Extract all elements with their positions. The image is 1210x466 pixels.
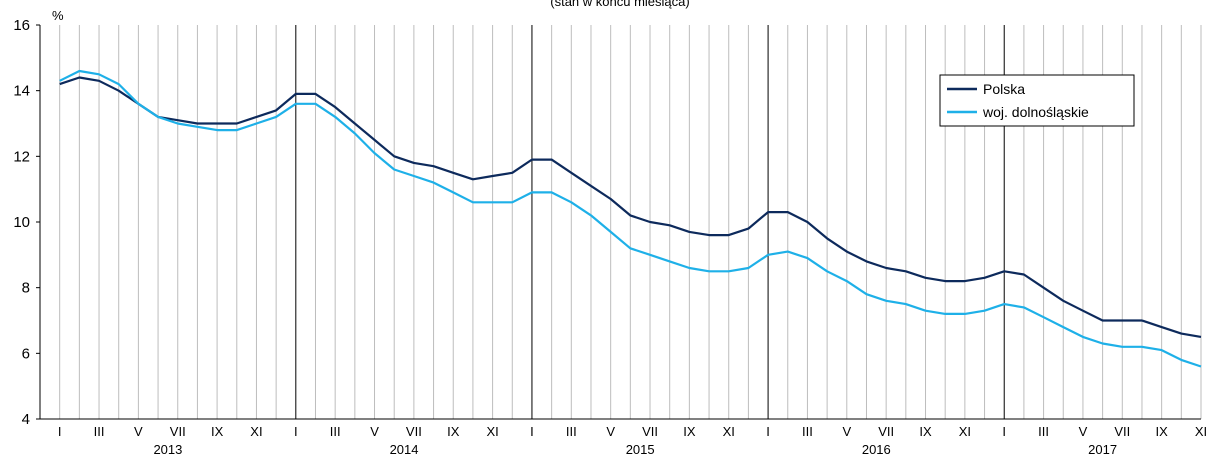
x-tick-label: XI [486,424,498,439]
x-tick-label: I [1002,424,1006,439]
x-tick-label: XI [959,424,971,439]
x-tick-label: I [766,424,770,439]
x-tick-label: IX [919,424,932,439]
y-tick-label: 8 [22,280,30,297]
x-tick-label: VII [878,424,894,439]
legend-label-polska: Polska [983,81,1025,97]
x-tick-label: IX [447,424,460,439]
x-tick-label: V [1079,424,1088,439]
x-tick-label: V [842,424,851,439]
x-tick-label: IX [683,424,696,439]
x-tick-label: VII [170,424,186,439]
x-year-label: 2016 [862,442,891,457]
x-tick-label: V [606,424,615,439]
x-year-label: 2015 [626,442,655,457]
x-tick-label: V [370,424,379,439]
x-year-label: 2014 [390,442,419,457]
x-tick-label: IX [211,424,224,439]
x-tick-label: III [802,424,813,439]
y-tick-label: 16 [13,17,30,34]
y-tick-label: 4 [22,411,30,428]
x-tick-label: V [134,424,143,439]
x-tick-label: III [330,424,341,439]
y-tick-label: 14 [13,83,30,100]
x-tick-label: IX [1155,424,1168,439]
legend: Polska woj. dolnośląskie [939,74,1135,127]
x-tick-label: XI [250,424,262,439]
x-tick-label: III [94,424,105,439]
x-year-label: 2017 [1088,442,1117,457]
x-tick-label: XI [1195,424,1207,439]
series-lines [59,69,1202,368]
series-line-dolnoslaskie [59,69,1202,368]
series-line-polska [59,76,1202,338]
x-tick-label: I [294,424,298,439]
x-tick-label: VII [1114,424,1130,439]
y-tick-label: 12 [13,148,30,165]
legend-box [939,74,1135,127]
grid [59,25,1202,419]
x-tick-label: III [566,424,577,439]
x-tick-label: VII [642,424,658,439]
x-year-label: 2013 [153,442,182,457]
x-tick-label: VII [406,424,422,439]
legend-label-dolnoslaskie: woj. dolnośląskie [982,104,1089,120]
chart-subtitle: (stan w końcu miesiąca) [550,0,689,9]
x-tick-label: I [58,424,62,439]
y-tick-label: 6 [22,345,30,362]
x-tick-label: I [530,424,534,439]
y-tick-label: 10 [13,214,30,231]
x-tick-label: III [1038,424,1049,439]
y-axis-unit: % [52,8,64,23]
x-tick-label: XI [723,424,735,439]
